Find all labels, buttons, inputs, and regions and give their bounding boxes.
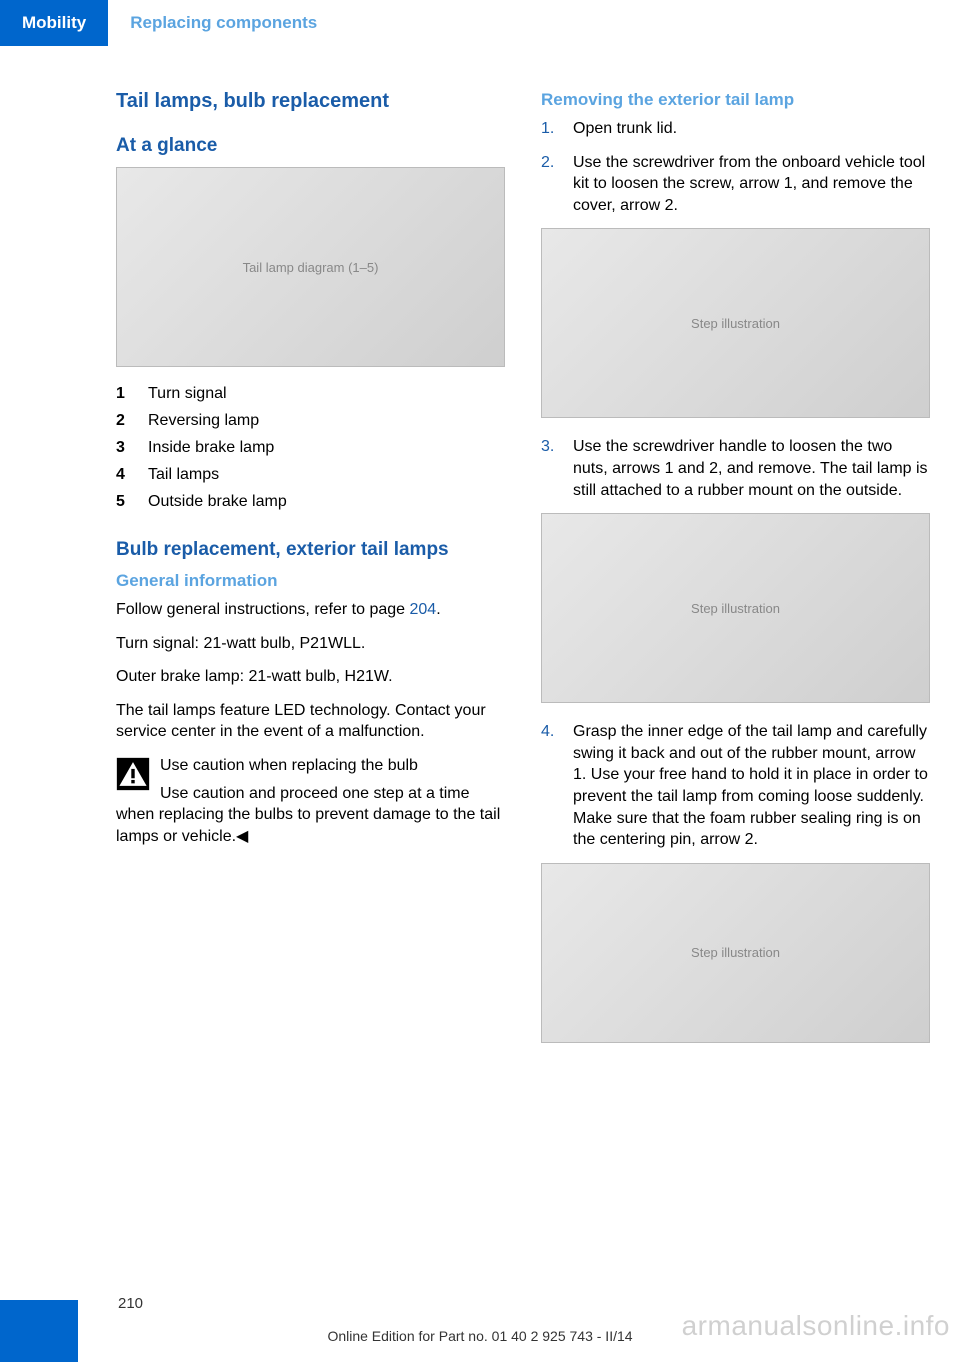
warning-body: Use caution and proceed one step at a ti… <box>116 783 505 848</box>
header-tab-mobility: Mobility <box>0 0 108 46</box>
legend-text: Turn signal <box>148 385 227 403</box>
text-segment: . <box>436 601 440 618</box>
tail-lamp-diagram: Tail lamp diagram (1–5) <box>116 167 505 367</box>
legend-text: Reversing lamp <box>148 412 259 430</box>
paragraph-instructions: Follow general instructions, refer to pa… <box>116 599 505 621</box>
heading-bulb-replacement: Bulb replacement, exterior tail lamps <box>116 539 505 561</box>
step-number: 2. <box>541 152 561 217</box>
heading-at-a-glance: At a glance <box>116 135 505 157</box>
footer-blue-strip <box>0 1300 78 1362</box>
footer-note: Online Edition for Part no. 01 40 2 925 … <box>0 1328 960 1344</box>
step-item: 3. Use the screwdriver handle to loosen … <box>541 436 930 501</box>
step-number: 3. <box>541 436 561 501</box>
legend-number: 1 <box>116 385 130 403</box>
step-text: Use the screwdriver from the onboard veh… <box>573 152 930 217</box>
legend-item: 3 Inside brake lamp <box>116 439 505 457</box>
legend-text: Outside brake lamp <box>148 493 287 511</box>
step-number: 4. <box>541 721 561 851</box>
heading-removing-exterior: Removing the exterior tail lamp <box>541 90 930 110</box>
legend-number: 2 <box>116 412 130 430</box>
page-content: Tail lamps, bulb replacement At a glance… <box>0 46 960 1061</box>
step-diagram-3: Step illustration <box>541 863 930 1043</box>
legend-item: 1 Turn signal <box>116 385 505 403</box>
step-text: Grasp the inner edge of the tail lamp an… <box>573 721 930 851</box>
paragraph-outer-brake: Outer brake lamp: 21-watt bulb, H21W. <box>116 666 505 688</box>
step-item: 2. Use the screwdriver from the onboard … <box>541 152 930 217</box>
header-tab-replacing: Replacing components <box>108 0 339 46</box>
text-segment: Follow general instructions, refer to pa… <box>116 601 409 618</box>
step-item: 4. Grasp the inner edge of the tail lamp… <box>541 721 930 851</box>
legend-text: Inside brake lamp <box>148 439 274 457</box>
legend-text: Tail lamps <box>148 466 219 484</box>
page-reference-link[interactable]: 204 <box>409 601 436 618</box>
left-column: Tail lamps, bulb replacement At a glance… <box>116 90 505 1061</box>
heading-general-info: General information <box>116 571 505 591</box>
step-number: 1. <box>541 118 561 140</box>
heading-tail-lamps: Tail lamps, bulb replacement <box>116 90 505 113</box>
right-column: Removing the exterior tail lamp 1. Open … <box>541 90 930 1061</box>
page-number: 210 <box>118 1295 143 1312</box>
step-text: Open trunk lid. <box>573 118 930 140</box>
legend-item: 2 Reversing lamp <box>116 412 505 430</box>
step-diagram-1: Step illustration <box>541 228 930 418</box>
warning-icon <box>116 757 150 791</box>
paragraph-turn-signal: Turn signal: 21-watt bulb, P21WLL. <box>116 633 505 655</box>
legend-list: 1 Turn signal 2 Reversing lamp 3 Inside … <box>116 385 505 511</box>
legend-item: 4 Tail lamps <box>116 466 505 484</box>
legend-number: 4 <box>116 466 130 484</box>
legend-item: 5 Outside brake lamp <box>116 493 505 511</box>
legend-number: 5 <box>116 493 130 511</box>
paragraph-led: The tail lamps feature LED technology. C… <box>116 700 505 743</box>
warning-block: Use caution when replacing the bulb Use … <box>116 755 505 847</box>
step-text: Use the screwdriver handle to loosen the… <box>573 436 930 501</box>
page-header: Mobility Replacing components <box>0 0 960 46</box>
step-item: 1. Open trunk lid. <box>541 118 930 140</box>
legend-number: 3 <box>116 439 130 457</box>
step-diagram-2: Step illustration <box>541 513 930 703</box>
warning-title: Use caution when replacing the bulb <box>116 755 505 777</box>
